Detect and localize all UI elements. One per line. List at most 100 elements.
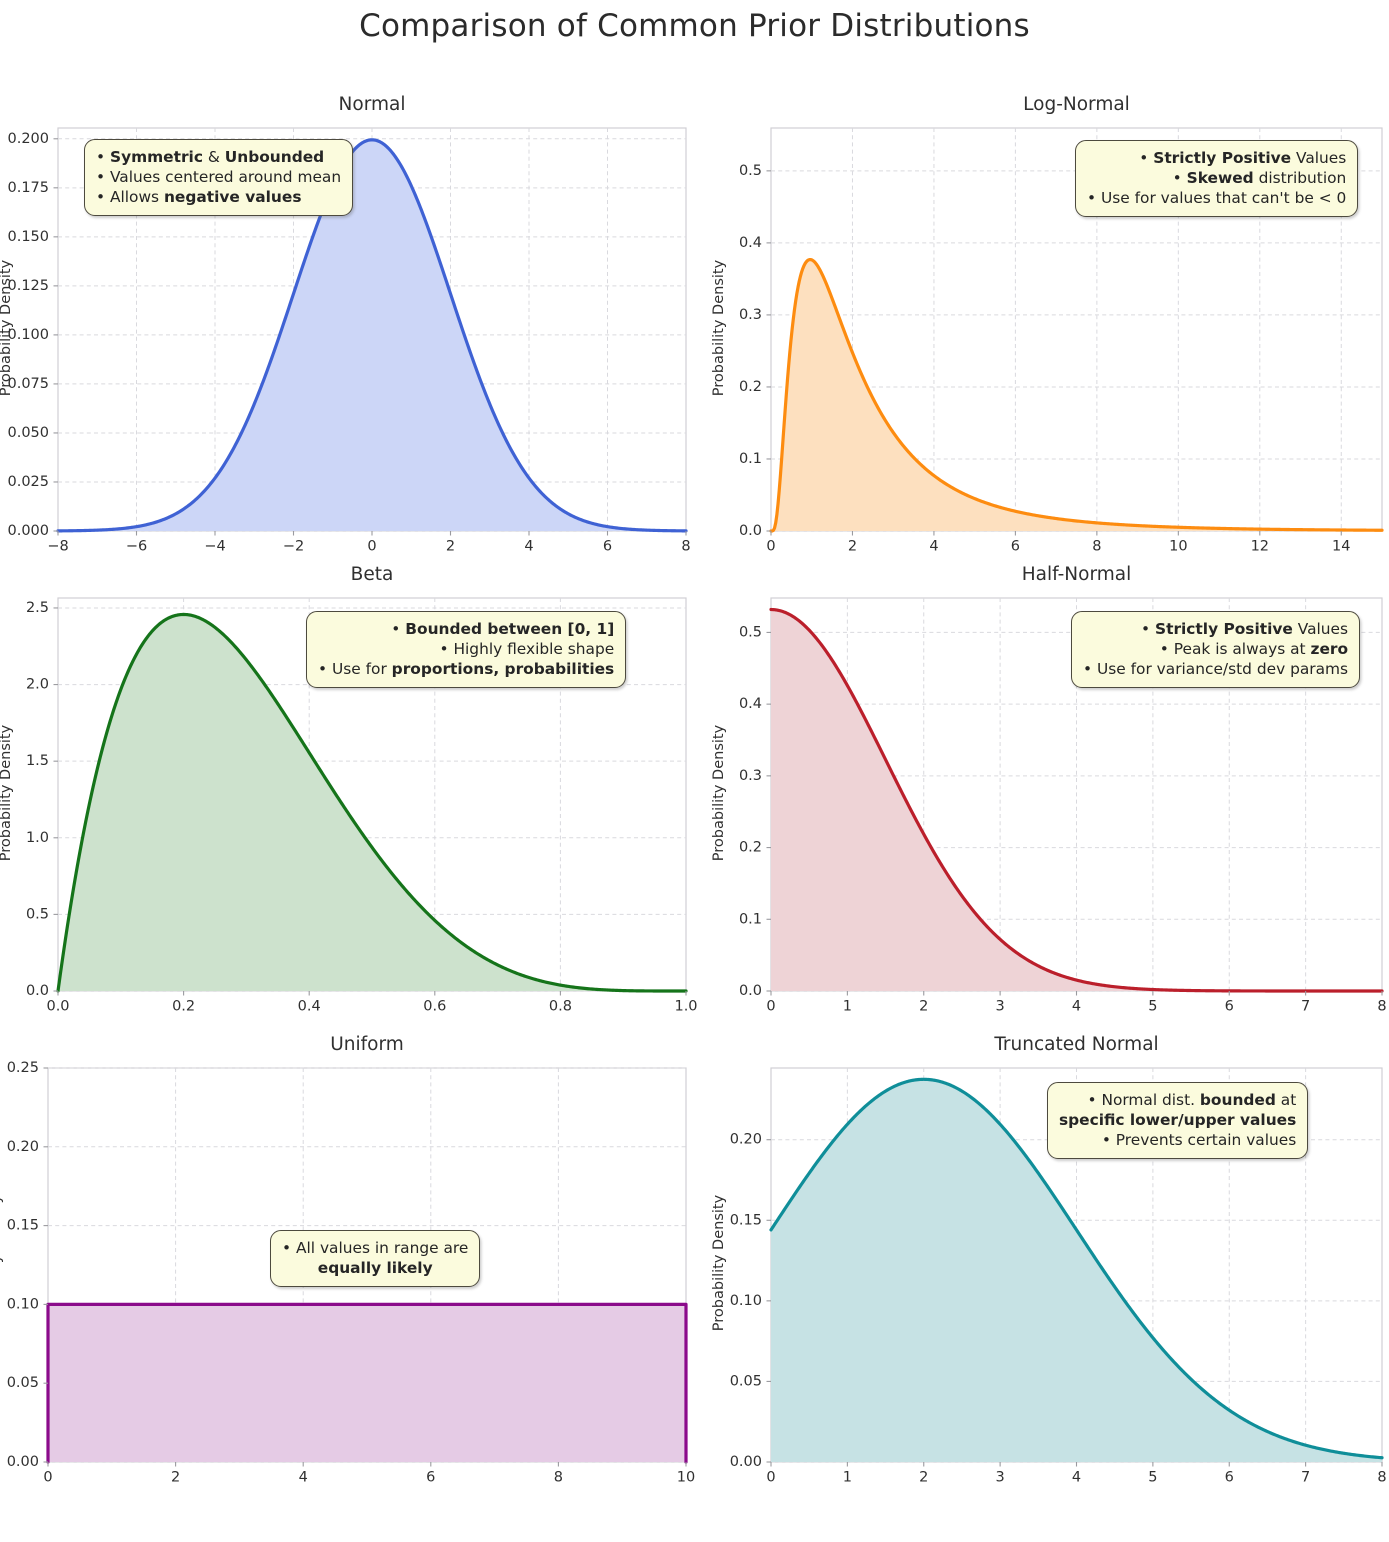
annotation-line: • Strictly Positive Values: [1139, 149, 1347, 167]
y-tick-label: 0.10: [7, 1296, 39, 1312]
density-fill: [48, 1304, 686, 1462]
x-tick-label: 0: [43, 1470, 52, 1486]
annotation-line: • Skewed distribution: [1172, 169, 1347, 188]
density-curve: [769, 1077, 1384, 1460]
x-tick-label: 1.0: [674, 999, 697, 1015]
x-tick-label: −6: [126, 539, 147, 555]
y-tick-label: 0.20: [730, 1132, 762, 1148]
annotation-box: • All values in range are equally likely: [270, 1230, 481, 1288]
annotation-box: • Bounded between [0, 1] • Highly flexibl…: [306, 611, 627, 689]
annotation-line: • Strictly Positive Values: [1141, 620, 1349, 638]
x-tick-label: 2: [919, 999, 928, 1015]
annotation-box: • Strictly Positive Values • Skewed distr…: [1075, 140, 1359, 218]
x-tick-label: 0: [766, 1470, 775, 1486]
y-tick-label: 0.100: [7, 327, 49, 343]
annotation-line: • All values in range are: [282, 1239, 469, 1257]
annotation-line: • Prevents certain values: [1101, 1131, 1297, 1150]
x-tick-label: −4: [204, 539, 225, 555]
y-tick-label: 1.0: [26, 830, 49, 846]
y-tick-label: 0.0: [739, 983, 762, 999]
x-tick-label: 0.2: [172, 999, 195, 1015]
x-tick-label: 0.4: [298, 999, 321, 1015]
annotation-box: • Strictly Positive Values • Peak is alwa…: [1071, 611, 1361, 689]
x-tick-label: 6: [426, 1470, 435, 1486]
x-tick-label: 2: [171, 1470, 180, 1486]
y-tick-label: 0.5: [739, 624, 762, 640]
annotation-line: • Use for values that can't be < 0: [1087, 189, 1347, 208]
subplot-title: Log-Normal: [1023, 94, 1130, 115]
y-tick-label: 0.25: [7, 1060, 39, 1076]
x-tick-label: 5: [1148, 999, 1157, 1015]
x-tick-label: 4: [524, 539, 533, 555]
y-tick-label: 2.5: [26, 600, 49, 616]
subplot-title: Uniform: [330, 1034, 404, 1055]
y-tick-label: 0.5: [739, 163, 762, 179]
y-tick-label: 0.2: [739, 840, 762, 856]
x-tick-label: 6: [603, 539, 612, 555]
x-tick-label: −2: [283, 539, 304, 555]
y-tick-label: 0.0: [739, 523, 762, 539]
annotation-line: • Bounded between [0, 1]: [391, 620, 615, 638]
y-tick-label: 0.05: [7, 1375, 39, 1391]
x-tick-label: 6: [1225, 999, 1234, 1015]
annotation-box: • Symmetric & Unbounded • Values centered…: [84, 139, 354, 217]
x-tick-label: 0: [766, 999, 775, 1015]
y-tick-label: 0.05: [730, 1373, 762, 1389]
y-tick-label: 0.125: [7, 278, 49, 294]
annotation-line: • Allows negative values: [96, 188, 302, 207]
subplot-normal: Normal Probability Density −8 −6 −4 −2 0 2 4 6 8 0.…: [0, 94, 706, 577]
annotation-line: • Symmetric & Unbounded: [96, 148, 325, 166]
y-tick-label: 0.3: [739, 768, 762, 784]
plot-area: 0 2 4 6 8 10 0.00 0.05 0.10 0.15 0.20 0.25: [7, 1060, 696, 1486]
density-fill: [58, 139, 686, 531]
x-tick-label: 10: [1169, 539, 1187, 555]
x-tick-label: 7: [1301, 1470, 1310, 1486]
y-tick-label: 1.5: [26, 753, 49, 769]
y-tick-label: 0.10: [730, 1293, 762, 1309]
x-tick-label: 0.0: [46, 999, 69, 1015]
x-tick-label: 7: [1301, 999, 1310, 1015]
annotation-line: • Highly flexible shape: [439, 640, 615, 659]
y-tick-label: 0.2: [739, 379, 762, 395]
y-tick-label: 0.4: [739, 696, 762, 712]
x-tick-label: 4: [929, 539, 938, 555]
x-tick-label: 1: [843, 999, 852, 1015]
x-tick-label: 4: [1072, 1470, 1081, 1486]
y-tick-label: 0.175: [7, 180, 49, 196]
y-tick-label: 0.025: [7, 474, 49, 490]
x-tick-label: 8: [1377, 1470, 1386, 1486]
y-tick-label: 2.0: [26, 677, 49, 693]
x-tick-label: 0.8: [549, 999, 572, 1015]
annotation-line: equally likely: [317, 1259, 433, 1278]
y-tick-label: 0.4: [739, 235, 762, 251]
x-tick-label: 8: [1377, 999, 1386, 1015]
x-tick-label: 2: [919, 1470, 928, 1486]
subplot-title: Truncated Normal: [994, 1034, 1159, 1055]
y-tick-label: 0.15: [7, 1218, 39, 1234]
density-curve: [56, 138, 688, 533]
density-curve: [769, 607, 1384, 993]
x-tick-label: 6: [1225, 1470, 1234, 1486]
annotation-line: • Use for variance/std dev params: [1083, 660, 1349, 679]
density-fill: [771, 1079, 1382, 1462]
y-tick-label: 0.00: [730, 1454, 762, 1470]
y-tick-label: 0.15: [730, 1212, 762, 1228]
x-tick-label: −8: [47, 539, 68, 555]
y-tick-label: 0.5: [26, 906, 49, 922]
x-tick-label: 3: [996, 1470, 1005, 1486]
y-tick-label: 0.0: [26, 983, 49, 999]
annotation-line: • Use for proportions, probabilities: [318, 660, 615, 679]
x-tick-label: 1: [843, 1470, 852, 1486]
x-tick-label: 6: [1011, 539, 1020, 555]
density-curve: [56, 612, 688, 993]
y-tick-label: 0.20: [7, 1139, 39, 1155]
x-tick-label: 0.6: [423, 999, 446, 1015]
x-tick-label: 3: [996, 999, 1005, 1015]
y-tick-label: 0.200: [7, 131, 49, 147]
annotation-line: • Normal dist. bounded at: [1087, 1091, 1297, 1109]
x-tick-label: 2: [848, 539, 857, 555]
plot-area: −8 −6 −4 −2 0 2 4 6 8 0.000 0.025 0.050 0.075 0.100 0.…: [7, 127, 691, 555]
subplot-title: Half-Normal: [1021, 564, 1132, 585]
x-tick-label: 12: [1251, 539, 1269, 555]
x-tick-label: 4: [1072, 999, 1081, 1015]
